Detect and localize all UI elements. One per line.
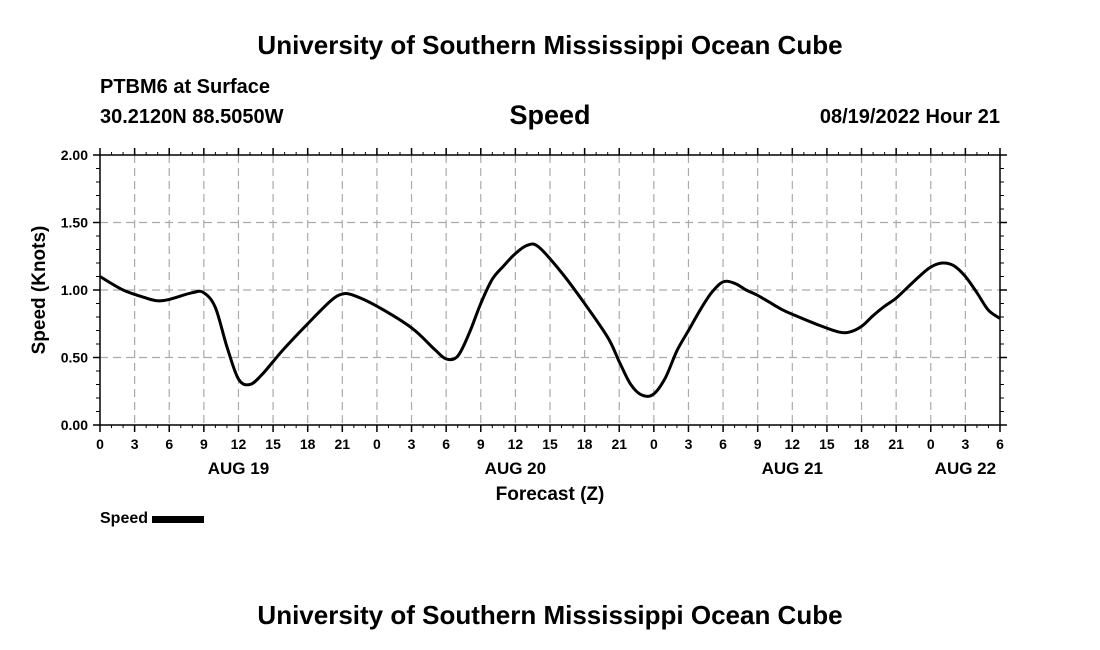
date-label: AUG 19 [208, 459, 269, 478]
date-label: AUG 21 [762, 459, 823, 478]
y-tick-label: 1.00 [61, 282, 88, 298]
station-coords: 30.2120N 88.5050W [100, 106, 284, 128]
chart-title: Speed [509, 100, 591, 130]
x-axis-title: Forecast (Z) [496, 484, 605, 505]
y-tick-label: 0.50 [61, 350, 88, 366]
x-tick-label: 12 [785, 436, 801, 452]
x-tick-label: 3 [961, 436, 969, 452]
x-tick-label: 21 [611, 436, 627, 452]
x-tick-label: 0 [927, 436, 935, 452]
date-label: AUG 22 [935, 459, 996, 478]
x-tick-label: 0 [96, 436, 104, 452]
x-tick-label: 6 [165, 436, 173, 452]
x-tick-label: 18 [854, 436, 870, 452]
station-label: PTBM6 at Surface [100, 76, 271, 98]
legend: Speed [100, 510, 205, 528]
date-label: AUG 20 [485, 459, 546, 478]
x-tick-label: 6 [442, 436, 450, 452]
y-tick-label: 0.00 [61, 417, 88, 433]
x-tick-label: 18 [577, 436, 593, 452]
x-tick-label: 15 [265, 436, 281, 452]
y-axis-title: Speed (Knots) [29, 226, 50, 355]
axis-layer [93, 148, 1007, 432]
y-tick-label: 2.00 [61, 147, 88, 163]
x-tick-label: 12 [231, 436, 247, 452]
forecast-datetime: 08/19/2022 Hour 21 [819, 106, 1000, 128]
x-tick-label: 0 [650, 436, 658, 452]
series-layer [99, 242, 1001, 398]
label-layer: 0.00 0.50 1.00 1.50 2.00 0 3 6 9 12 15 18 21 0 3 6 9 12 15… [29, 147, 1004, 505]
x-tick-label: 3 [408, 436, 416, 452]
x-tick-label: 3 [131, 436, 139, 452]
y-tick-label: 1.50 [61, 215, 88, 231]
x-tick-label: 9 [200, 436, 208, 452]
x-tick-label: 21 [888, 436, 904, 452]
x-tick-label: 9 [477, 436, 485, 452]
x-tick-label: 21 [335, 436, 351, 452]
legend-label: Speed [100, 510, 149, 527]
x-tick-label: 6 [996, 436, 1004, 452]
series-line-speed [99, 242, 1001, 398]
plot-frame [99, 154, 1001, 426]
x-tick-label: 12 [508, 436, 524, 452]
x-tick-label: 6 [719, 436, 727, 452]
x-tick-label: 15 [819, 436, 835, 452]
x-tick-label: 3 [685, 436, 693, 452]
x-tick-label: 0 [373, 436, 381, 452]
grid-layer [100, 155, 1000, 425]
page-title: University of Southern Mississippi Ocean… [257, 30, 843, 60]
x-tick-label: 15 [542, 436, 558, 452]
footer-title: University of Southern Mississippi Ocean… [257, 600, 843, 630]
legend-swatch [152, 515, 205, 523]
x-tick-label: 9 [754, 436, 762, 452]
x-tick-label: 18 [300, 436, 316, 452]
